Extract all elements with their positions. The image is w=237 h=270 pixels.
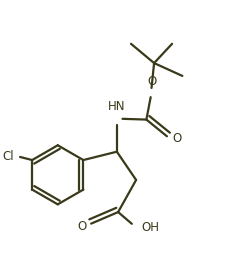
Text: Cl: Cl: [3, 150, 14, 163]
Text: O: O: [147, 75, 156, 88]
Text: O: O: [77, 220, 87, 233]
Text: O: O: [173, 132, 182, 145]
Text: OH: OH: [142, 221, 160, 234]
Text: HN: HN: [108, 100, 126, 113]
